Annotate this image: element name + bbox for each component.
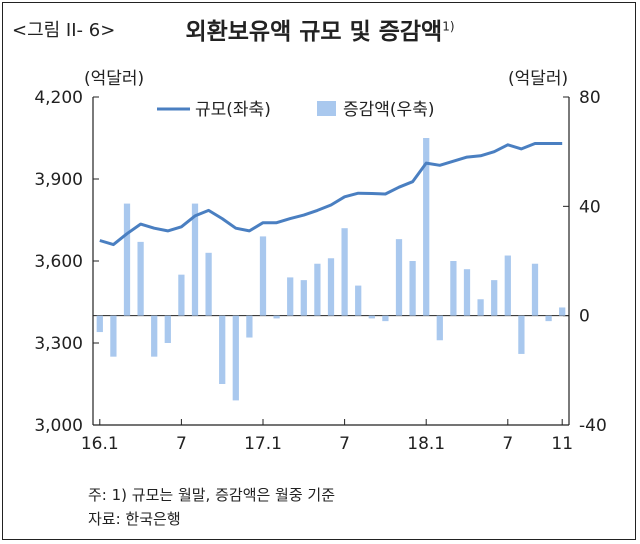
x-tick-label: 7 <box>176 434 187 454</box>
change-bar <box>423 138 430 316</box>
right-axis-unit: (억달러) <box>508 69 569 89</box>
change-bar <box>314 263 321 316</box>
x-tick-label: 18.1 <box>407 434 445 454</box>
left-tick-label: 3,900 <box>34 170 83 190</box>
right-tick-label: -40 <box>579 416 607 436</box>
right-tick-label: 80 <box>579 88 601 108</box>
change-bar <box>450 261 457 316</box>
change-bar <box>545 315 552 322</box>
change-bar <box>300 280 307 316</box>
change-bar <box>191 203 199 316</box>
change-bar <box>477 299 484 316</box>
change-bar <box>559 307 566 316</box>
x-tick-label: 7 <box>339 434 350 454</box>
x-tick-label: 17.1 <box>244 434 282 454</box>
change-bar <box>518 315 525 354</box>
change-bar <box>110 315 117 357</box>
change-bar <box>409 261 416 316</box>
change-bar <box>259 236 267 316</box>
change-bar <box>287 277 294 316</box>
x-tick-label: 11 <box>551 434 573 454</box>
change-bar <box>164 315 171 343</box>
right-tick-label: 40 <box>579 197 601 217</box>
x-tick-label: 16.1 <box>81 434 119 454</box>
footnote: 주: 1) 규모는 월말, 증감액은 월중 기준 <box>88 486 336 504</box>
left-tick-label: 3,000 <box>34 416 83 436</box>
right-tick-label: 0 <box>579 307 590 327</box>
change-bar <box>96 315 103 333</box>
legend-bar-label: 증감액(우축) <box>343 100 434 120</box>
change-bar <box>273 315 280 319</box>
figure-title-footnote-mark: 1) <box>442 19 455 34</box>
change-bar <box>355 285 362 316</box>
change-bar <box>219 315 226 384</box>
change-bar <box>205 252 212 316</box>
legend-bar-swatch <box>317 101 336 116</box>
figure-title: 외환보유액 규모 및 증감액1) <box>0 12 640 46</box>
source-note: 자료: 한국은행 <box>88 510 181 528</box>
change-bar <box>382 315 389 322</box>
change-bar <box>436 315 443 341</box>
change-bar <box>463 269 471 316</box>
x-tick-label: 7 <box>502 434 513 454</box>
figure-title-text: 외환보유액 규모 및 증감액 <box>185 19 443 45</box>
reserve-level-line <box>99 142 563 247</box>
change-bar <box>232 315 239 401</box>
left-tick-label: 3,300 <box>34 334 83 354</box>
change-bar <box>246 315 253 338</box>
figure-label: <그림 II- 6> <box>12 20 116 41</box>
change-bar <box>341 228 348 316</box>
change-bar <box>123 203 131 316</box>
change-bar <box>178 274 185 316</box>
left-tick-label: 3,600 <box>34 252 83 272</box>
left-tick-label: 4,200 <box>34 88 83 108</box>
change-bar <box>395 239 403 316</box>
figure-frame <box>2 2 636 540</box>
legend-line-label: 규모(좌축) <box>195 100 271 120</box>
change-bar <box>491 280 498 316</box>
change-bar <box>137 241 144 316</box>
change-bar <box>368 315 375 319</box>
change-bar <box>504 255 511 316</box>
left-axis-unit: (억달러) <box>84 69 145 89</box>
change-bar <box>327 258 335 316</box>
change-bar <box>151 315 158 357</box>
change-bar <box>531 263 539 316</box>
